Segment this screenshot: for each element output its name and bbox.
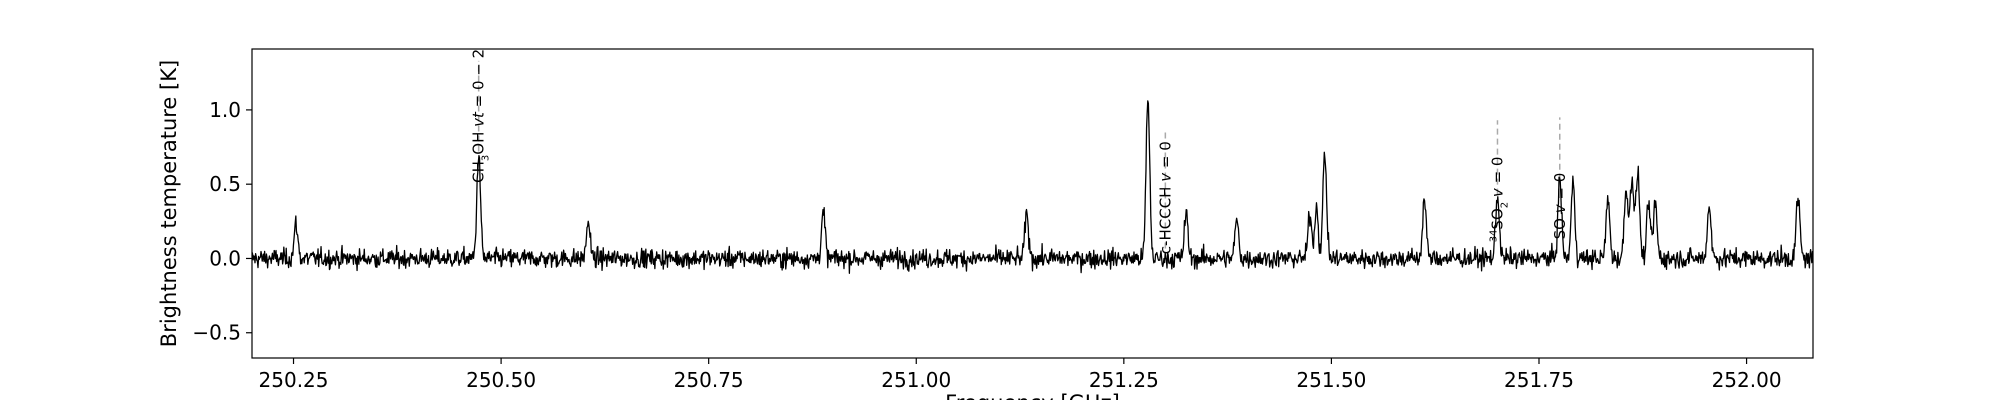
line-markers <box>477 60 1561 259</box>
y-axis: −0.5 0.0 0.5 1.0 <box>192 98 252 345</box>
x-tick-label: 250.75 <box>674 368 744 392</box>
x-tick-label: 252.00 <box>1712 368 1782 392</box>
y-axis-label: Brightness temperature [K] <box>157 60 181 347</box>
x-axis: 250.25 250.50 250.75 251.00 251.25 251.50 251.… <box>259 358 1782 392</box>
series-layer <box>251 100 1814 274</box>
y-tick-label: −0.5 <box>192 321 241 345</box>
line-labels: CH3OH vt = 0 − 2 c-HCCCH v = 0 34SO2 v = 0… <box>470 49 1569 254</box>
x-tick-label: 251.75 <box>1504 368 1574 392</box>
x-tick-label: 250.25 <box>259 368 329 392</box>
line-label: c-HCCCH v = 0 <box>1156 141 1174 254</box>
x-tick-label: 251.00 <box>881 368 951 392</box>
line-label: 34SO2 v = 0 <box>1488 157 1510 243</box>
x-tick-label: 250.50 <box>466 368 536 392</box>
spectrum-line <box>251 100 1814 274</box>
y-tick-label: 0.0 <box>209 246 241 270</box>
plot-frame <box>251 48 1814 359</box>
x-tick-label: 251.50 <box>1296 368 1366 392</box>
line-label: CH3OH vt = 0 − 2 <box>470 49 492 183</box>
x-tick-label: 251.25 <box>1089 368 1159 392</box>
x-axis-label: Frequency [GHz] <box>945 391 1120 400</box>
y-tick-label: 1.0 <box>209 98 241 122</box>
line-label: SO v = 0 <box>1551 173 1569 240</box>
y-tick-label: 0.5 <box>209 172 241 196</box>
